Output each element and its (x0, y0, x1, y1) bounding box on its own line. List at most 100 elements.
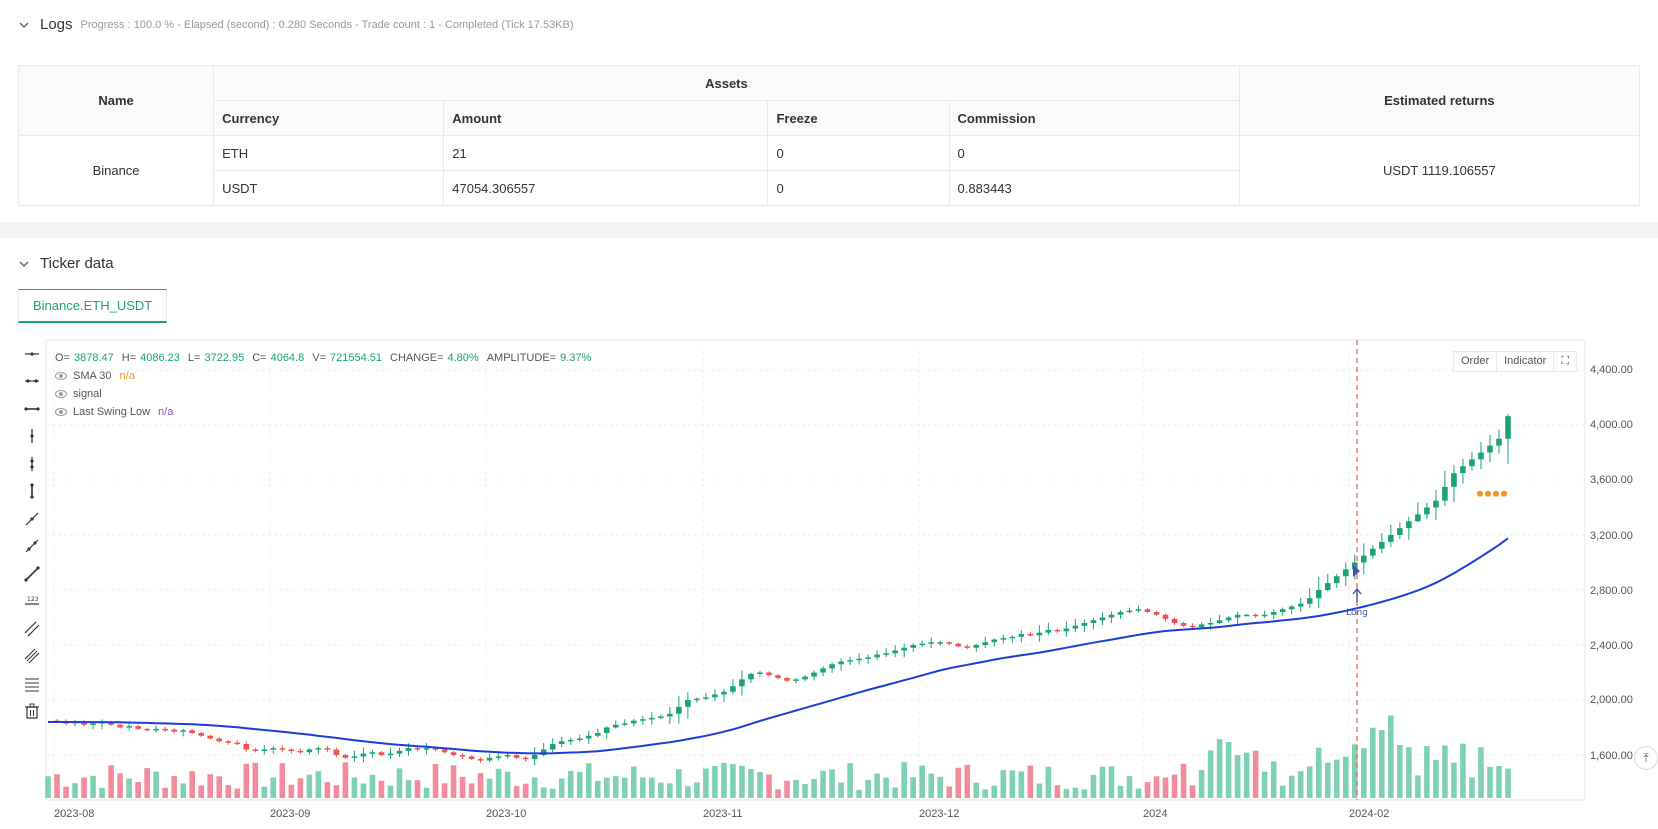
volume-bar (766, 774, 772, 798)
indicator-row-swing-low[interactable]: Last Swing Low n/a (55, 403, 591, 421)
horizontal-line-icon[interactable] (18, 368, 46, 396)
candle-body (973, 645, 980, 648)
fullscreen-icon[interactable]: ⛶ (1561, 355, 1570, 367)
tab-binance-eth-usdt[interactable]: Binance.ETH_USDT (18, 289, 168, 323)
candle-body (883, 653, 889, 655)
trash-icon[interactable] (18, 698, 46, 726)
volume-bar (1027, 765, 1034, 798)
candle-body (144, 728, 150, 731)
candle-body (1424, 507, 1430, 515)
candle-body (351, 756, 358, 758)
price-line-icon[interactable]: 123 (18, 588, 46, 616)
volume-bar (360, 783, 367, 798)
ticker-header[interactable]: Ticker data (0, 255, 114, 272)
volume-bar (1162, 777, 1169, 798)
candle-body (901, 647, 907, 651)
candle-body (459, 755, 466, 757)
candle-body (369, 752, 376, 754)
candle-body (631, 720, 637, 724)
currency-cell: USDT (213, 170, 445, 206)
y-tick: 3,600.00 (1590, 474, 1633, 486)
vertical-line-icon[interactable] (18, 450, 46, 478)
indicator-row-signal[interactable]: signal (55, 385, 591, 403)
candle-body (1324, 583, 1331, 590)
candle-body (1198, 624, 1205, 628)
candle-body (811, 672, 817, 677)
trend-segment-icon[interactable] (18, 560, 46, 588)
indicator-name: Last Swing Low (73, 406, 151, 418)
pitchfork-icon[interactable] (18, 643, 46, 671)
candle-body (477, 759, 484, 761)
volume-bar (1342, 756, 1349, 798)
candle-body (1442, 486, 1448, 501)
change-value: 4.80% (447, 352, 479, 364)
candle-body (946, 642, 953, 644)
candle-body (504, 755, 511, 757)
indicator-button[interactable]: Indicator (1497, 352, 1555, 371)
candle-body (414, 748, 421, 750)
candle-body (1072, 625, 1079, 629)
volume-bar (1469, 777, 1475, 798)
volume-bar (135, 782, 141, 798)
volume-bar (306, 774, 313, 798)
order-button[interactable]: Order (1454, 352, 1498, 371)
volume-bar (558, 778, 565, 798)
volume-bar (694, 782, 700, 798)
eye-icon[interactable] (55, 372, 67, 380)
chevron-down-icon[interactable] (18, 258, 30, 270)
svg-text:123: 123 (27, 596, 39, 603)
eye-icon[interactable] (55, 408, 67, 416)
candlestick-chart[interactable]: Long (0, 330, 1658, 829)
volume-bar (901, 762, 907, 798)
candle-body (1099, 617, 1106, 621)
candle-body (1153, 612, 1160, 615)
horizontal-ray-icon[interactable] (18, 340, 46, 368)
candle-body (1126, 610, 1133, 613)
y-tick: 4,400.00 (1590, 364, 1633, 376)
volume-bar (198, 785, 205, 798)
volume-bar (667, 783, 673, 798)
volume-bar (1406, 747, 1412, 798)
candle-body (694, 698, 700, 701)
candle-body (856, 658, 862, 661)
candle-body (1117, 612, 1124, 615)
vertical-segment-icon[interactable] (18, 478, 46, 506)
candle-body (964, 646, 971, 648)
volume-bar (108, 765, 114, 798)
volume-bar (721, 762, 727, 798)
logs-header[interactable]: Logs Progress : 100.0 % - Elapsed (secon… (0, 16, 574, 33)
scroll-to-top-button[interactable]: ⤒ (1634, 746, 1658, 770)
volume-bar (603, 777, 610, 798)
candle-body (315, 748, 322, 750)
x-tick: 2023-09 (270, 808, 311, 820)
candle-body (1000, 638, 1007, 640)
fibonacci-icon[interactable] (18, 670, 46, 698)
volume-bar (549, 788, 556, 798)
volume-bar (748, 769, 754, 798)
candle-body (793, 679, 799, 681)
horizontal-segment-icon[interactable] (18, 395, 46, 423)
volume-bar (72, 783, 78, 798)
trend-ray-icon[interactable] (18, 505, 46, 533)
y-tick: 2,400.00 (1590, 640, 1633, 652)
parallel-channel-icon[interactable] (18, 615, 46, 643)
volume-bar (522, 783, 529, 798)
trend-line-icon[interactable] (18, 533, 46, 561)
swing-low-dot (1493, 490, 1499, 497)
eye-icon[interactable] (55, 390, 67, 398)
volume-bar (414, 780, 421, 798)
volume-bar (811, 778, 817, 798)
candle-body (739, 679, 745, 687)
indicator-row-sma[interactable]: SMA 30 n/a (55, 367, 591, 385)
candle-body (1054, 629, 1061, 632)
col-freeze-header: Freeze (767, 100, 950, 136)
candle-body (1081, 623, 1088, 626)
volume-bar (1324, 762, 1331, 798)
candle-body (676, 706, 682, 714)
volume-bar (180, 783, 186, 798)
volume-bar (477, 773, 484, 798)
chevron-down-icon[interactable] (18, 19, 30, 31)
candle-body (1135, 609, 1142, 611)
vertical-ray-icon[interactable] (18, 423, 46, 451)
candle-body (342, 755, 349, 758)
